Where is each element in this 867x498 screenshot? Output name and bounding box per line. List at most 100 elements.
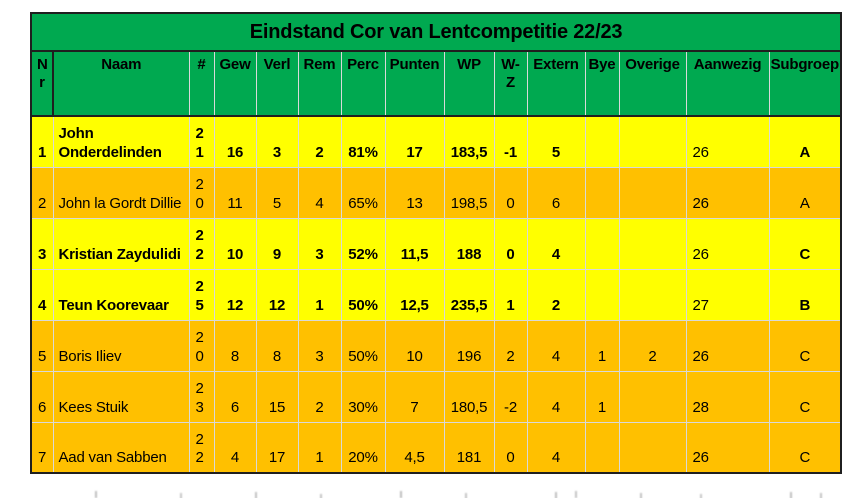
cell-nr: 3 <box>30 217 54 270</box>
cell-games: 21 <box>188 115 215 168</box>
cell-nr: 1 <box>30 115 54 168</box>
column-header-punten: Punten <box>385 51 445 117</box>
cell-rem: 1 <box>297 268 342 321</box>
cell-subgroep: C <box>768 319 842 372</box>
cell-verl: 17 <box>255 421 299 474</box>
cell-perc: 81% <box>340 115 386 168</box>
cell-overige <box>618 421 687 474</box>
column-header-bye: Bye <box>585 51 620 117</box>
cell-perc: 30% <box>340 370 386 423</box>
cell-verl: 9 <box>255 217 299 270</box>
cell-bye: 1 <box>584 319 620 372</box>
cell-naam: Aad van Sabben <box>52 421 190 474</box>
cell-wz: 0 <box>493 217 528 270</box>
cell-extern: 4 <box>526 319 586 372</box>
cell-naam: Boris Iliev <box>52 319 190 372</box>
cell-overige <box>618 370 687 423</box>
cell-extern: 5 <box>526 115 586 168</box>
cell-wp: 196 <box>443 319 495 372</box>
column-header-wz: W-Z <box>494 51 528 117</box>
cell-gew: 12 <box>213 268 257 321</box>
cell-games: 20 <box>188 166 215 219</box>
cell-perc: 50% <box>340 268 386 321</box>
column-header-nr: Nr <box>31 51 54 117</box>
cell-aanwezig: 28 <box>685 370 770 423</box>
cell-bye <box>584 421 620 474</box>
cell-perc: 50% <box>340 319 386 372</box>
column-header-rem: Rem <box>298 51 342 117</box>
cell-wz: -2 <box>493 370 528 423</box>
cell-nr: 5 <box>30 319 54 372</box>
column-header-gew: Gew <box>214 51 257 117</box>
header-row: Nr Naam # Gew Verl Rem Perc Punten WP W-… <box>31 51 842 117</box>
cell-subgroep: A <box>768 115 842 168</box>
cell-nr: 2 <box>30 166 54 219</box>
cell-rem: 1 <box>297 421 342 474</box>
column-header-verl: Verl <box>256 51 299 117</box>
column-header-naam: Naam <box>53 51 190 117</box>
cell-bye: 1 <box>584 370 620 423</box>
cell-punten: 10 <box>384 319 445 372</box>
cell-overige <box>618 115 687 168</box>
cell-rem: 2 <box>297 115 342 168</box>
cell-aanwezig: 27 <box>685 268 770 321</box>
cell-rem: 2 <box>297 370 342 423</box>
column-header-overige: Overige <box>619 51 687 117</box>
column-header-aanwezig: Aanwezig <box>686 51 770 117</box>
cell-aanwezig: 26 <box>685 217 770 270</box>
cell-wz: 0 <box>493 421 528 474</box>
cell-verl: 15 <box>255 370 299 423</box>
table-row: 2 John la Gordt Dillie 20 11 5 4 65% 13 … <box>30 166 842 219</box>
cell-punten: 17 <box>384 115 445 168</box>
cell-wp: 188 <box>443 217 495 270</box>
cell-aanwezig: 26 <box>685 166 770 219</box>
cell-gew: 8 <box>213 319 257 372</box>
cell-verl: 8 <box>255 319 299 372</box>
cell-bye <box>584 166 620 219</box>
cell-subgroep: C <box>768 370 842 423</box>
cell-gew: 4 <box>213 421 257 474</box>
table-row: 1 John Onderdelinden 21 16 3 2 81% 17 18… <box>30 115 842 168</box>
cell-wz: 0 <box>493 166 528 219</box>
cell-overige <box>618 166 687 219</box>
cell-games: 22 <box>188 217 215 270</box>
cell-rem: 3 <box>297 217 342 270</box>
table-row: 4 Teun Koorevaar 25 12 12 1 50% 12,5 235… <box>30 268 842 321</box>
cell-extern: 6 <box>526 166 586 219</box>
cell-nr: 7 <box>30 421 54 474</box>
cell-wp: 198,5 <box>443 166 495 219</box>
cell-overige <box>618 268 687 321</box>
cell-subgroep: B <box>768 268 842 321</box>
cell-bye <box>584 268 620 321</box>
cell-punten: 7 <box>384 370 445 423</box>
cell-extern: 4 <box>526 421 586 474</box>
table-row: 7 Aad van Sabben 22 4 17 1 20% 4,5 181 0… <box>30 421 842 474</box>
cell-verl: 5 <box>255 166 299 219</box>
cell-gew: 10 <box>213 217 257 270</box>
cell-rem: 4 <box>297 166 342 219</box>
cropped-text-artifact <box>95 491 97 498</box>
cell-aanwezig: 26 <box>685 115 770 168</box>
cell-bye <box>584 217 620 270</box>
cell-wp: 180,5 <box>443 370 495 423</box>
cell-wz: 1 <box>493 268 528 321</box>
table-title: Eindstand Cor van Lentcompetitie 22/23 <box>31 13 842 52</box>
cell-games: 23 <box>188 370 215 423</box>
cell-extern: 2 <box>526 268 586 321</box>
cell-wz: 2 <box>493 319 528 372</box>
cell-gew: 6 <box>213 370 257 423</box>
cell-overige <box>618 217 687 270</box>
cell-verl: 12 <box>255 268 299 321</box>
cell-wp: 183,5 <box>443 115 495 168</box>
title-row: Eindstand Cor van Lentcompetitie 22/23 <box>31 13 842 52</box>
cell-games: 22 <box>188 421 215 474</box>
cell-punten: 12,5 <box>384 268 445 321</box>
column-header-perc: Perc <box>341 51 386 117</box>
cell-aanwezig: 26 <box>685 421 770 474</box>
cell-punten: 11,5 <box>384 217 445 270</box>
cell-games: 25 <box>188 268 215 321</box>
cell-gew: 16 <box>213 115 257 168</box>
cell-overige: 2 <box>618 319 687 372</box>
cell-wp: 181 <box>443 421 495 474</box>
